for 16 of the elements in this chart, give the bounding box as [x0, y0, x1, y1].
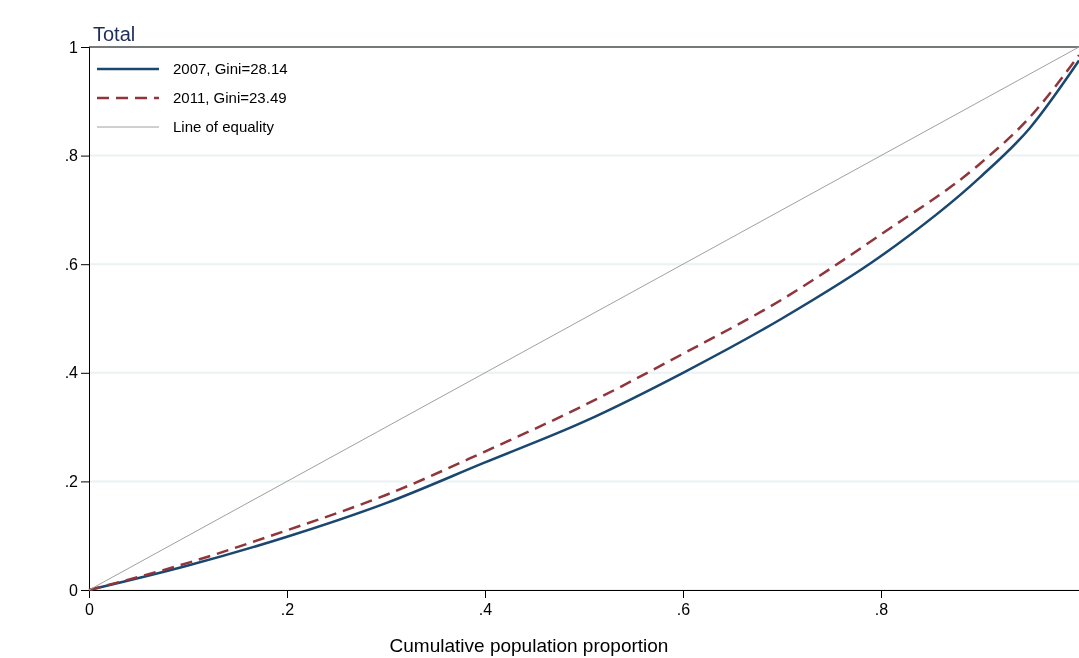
y-tick-label: .2 — [64, 473, 79, 491]
y-tick-label: 0 — [69, 581, 79, 599]
x-tick-label: .8 — [874, 601, 889, 619]
x-tick-label: .6 — [676, 601, 691, 619]
x-tick-label: 0 — [85, 601, 95, 619]
x-tick-label: .2 — [280, 601, 295, 619]
y-tick-label: .6 — [64, 255, 79, 273]
y-tick-label: 1 — [69, 38, 79, 56]
y-tick-label: .8 — [64, 147, 79, 165]
x-axis-title: Cumulative population proportion — [389, 635, 669, 656]
chart-title: Total — [93, 23, 136, 45]
y-tick-label: .4 — [64, 364, 79, 382]
legend-label: Line of equality — [173, 118, 275, 135]
x-tick-label: .4 — [478, 601, 493, 619]
legend-label: 2011, Gini=23.49 — [173, 89, 287, 106]
legend-label: 2007, Gini=28.14 — [173, 60, 288, 77]
